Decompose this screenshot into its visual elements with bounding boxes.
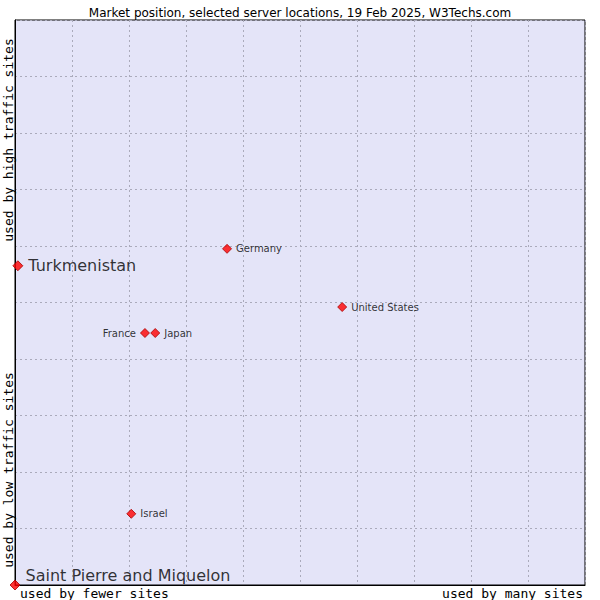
svg-text:Germany: Germany — [236, 243, 282, 254]
svg-text:used by high traffic sites: used by high traffic sites — [1, 38, 16, 242]
svg-text:used by low traffic sites: used by low traffic sites — [1, 372, 16, 568]
svg-text:used by fewer sites: used by fewer sites — [20, 586, 169, 600]
svg-text:used by many sites: used by many sites — [442, 586, 583, 600]
svg-text:Japan: Japan — [163, 328, 192, 339]
svg-text:Market position, selected serv: Market position, selected server locatio… — [89, 6, 511, 20]
svg-text:France: France — [103, 328, 136, 339]
svg-text:Saint Pierre and Miquelon: Saint Pierre and Miquelon — [26, 566, 231, 585]
svg-text:Israel: Israel — [140, 508, 167, 519]
svg-text:Turkmenistan: Turkmenistan — [27, 256, 136, 275]
svg-text:United States: United States — [351, 302, 419, 313]
